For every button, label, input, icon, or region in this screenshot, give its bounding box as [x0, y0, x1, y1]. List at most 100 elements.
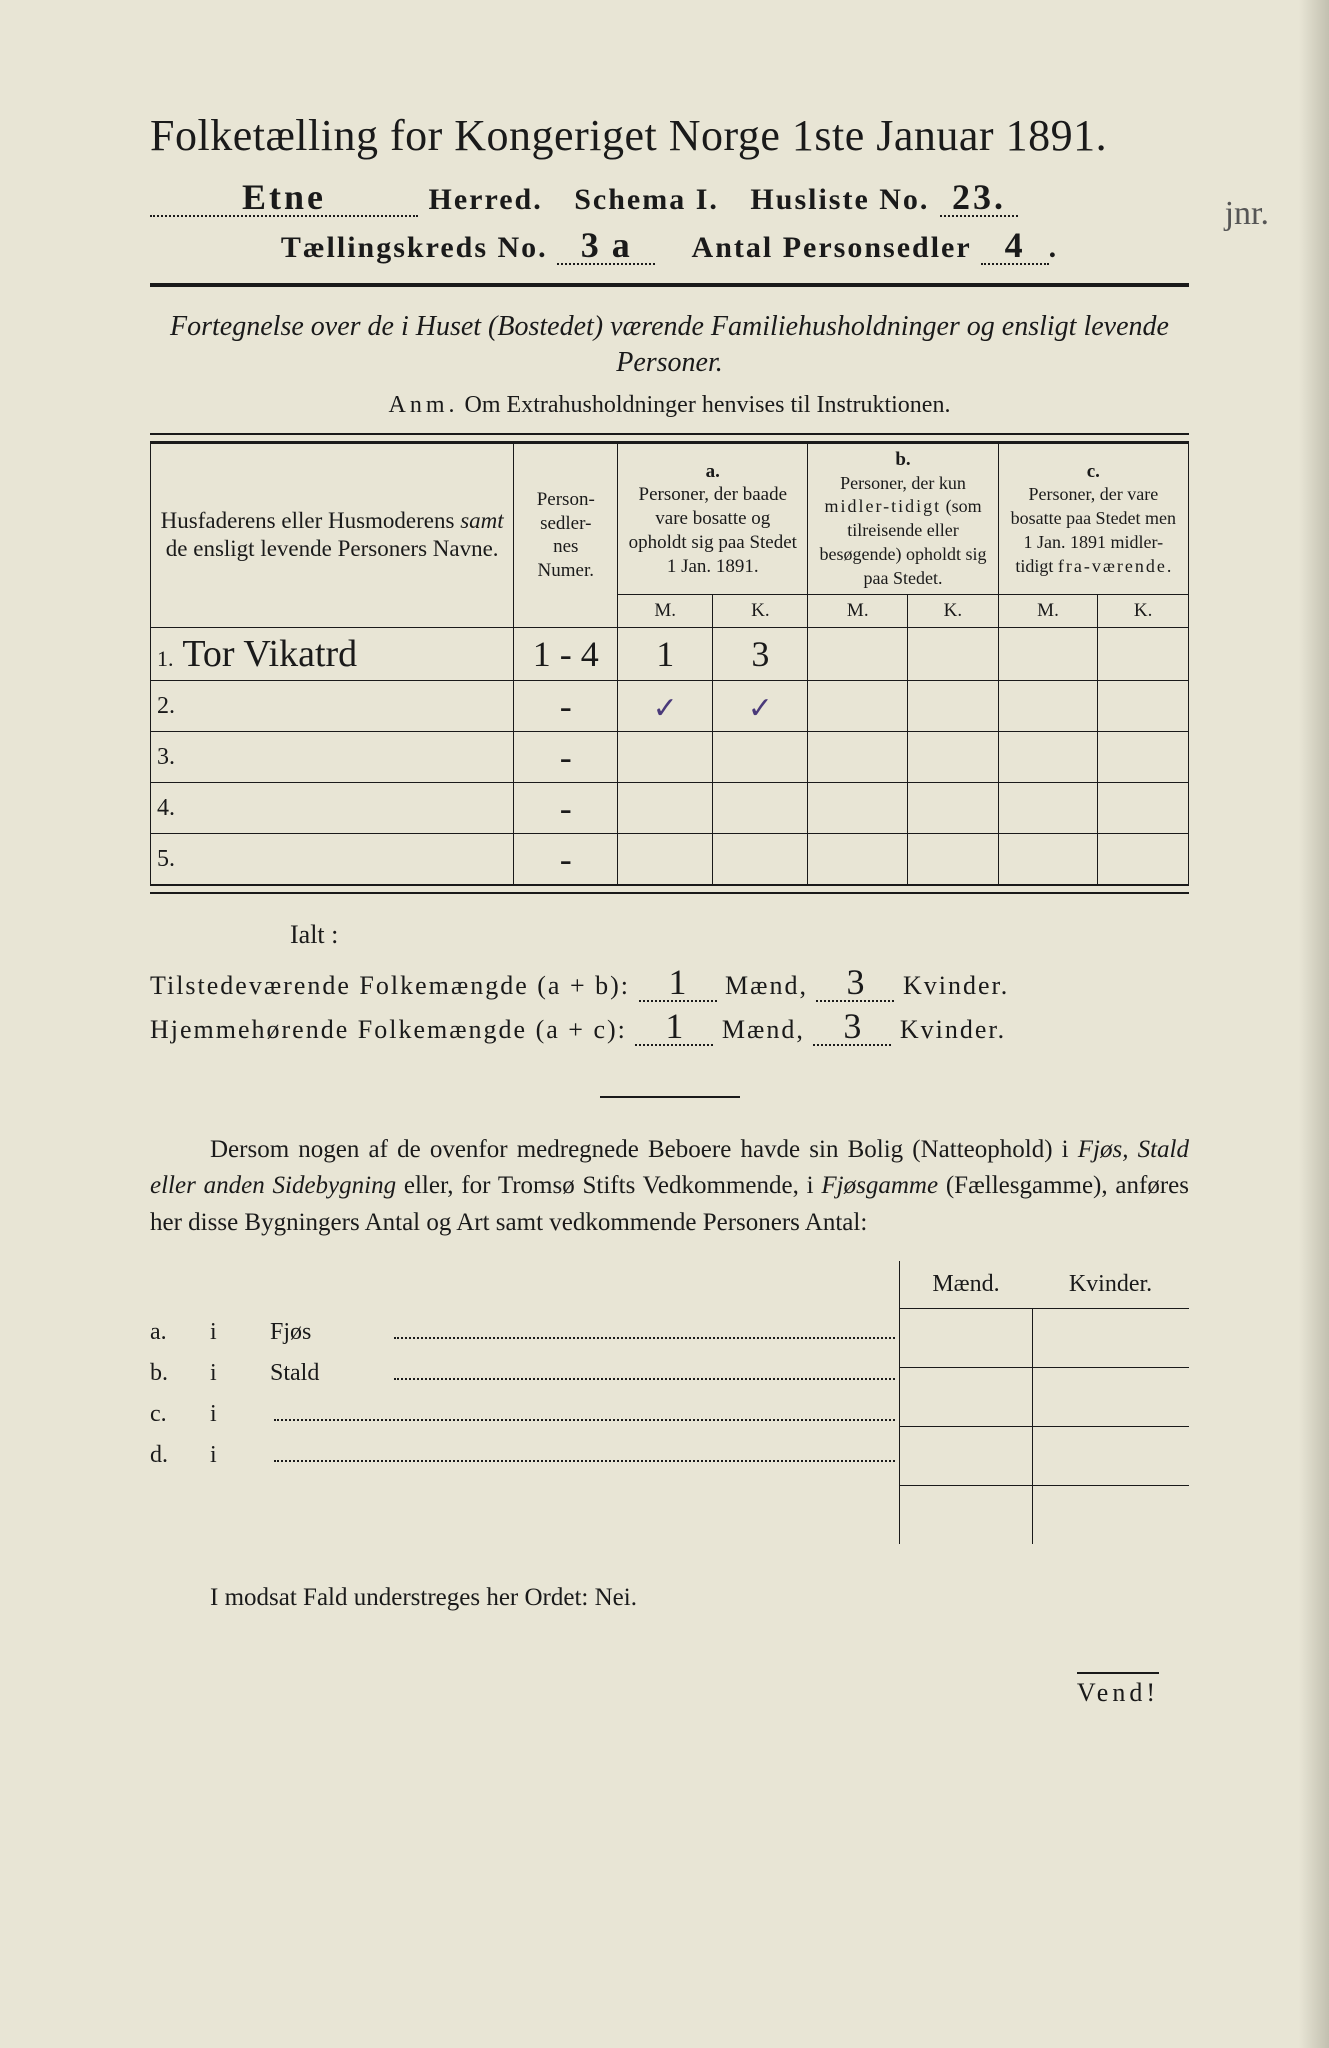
resident-population-line: Hjemmehørende Folkemængde (a + c): 1 Mæn…: [150, 1008, 1189, 1046]
row4-bk: [908, 783, 999, 834]
col-numer: Person-sedler-nesNumer.: [514, 443, 618, 627]
mk-cell: [1032, 1308, 1189, 1367]
row2-numer: -: [514, 681, 618, 732]
dotted-line: [274, 1395, 895, 1421]
row1-numer: 1 - 4: [514, 628, 618, 681]
pop1-label: Tilstedeværende Folkemængde (a + b):: [150, 971, 630, 1000]
row2-am: ✓: [653, 692, 678, 725]
antal-label: Antal Personsedler: [692, 231, 972, 264]
schema-label: Schema I.: [574, 183, 719, 216]
row5-ak: [713, 834, 808, 885]
mk-cell: [900, 1308, 1033, 1367]
husliste-label: Husliste No.: [750, 183, 929, 216]
row3-ak: [713, 732, 808, 783]
mk-table: Mænd. Kvinder.: [899, 1261, 1189, 1544]
divider: [150, 283, 1189, 287]
pop1-k: 3: [816, 964, 894, 1002]
outb-c-i: i: [210, 1401, 270, 1428]
dotted-line: [394, 1354, 895, 1380]
row4-num: 4.: [151, 783, 514, 834]
header-line-herred: Etne Herred. Schema I. Husliste No. 23.: [150, 179, 1189, 217]
households-table: Husfaderens eller Husmoderens samt de en…: [150, 443, 1189, 884]
mk-cell: [900, 1485, 1033, 1544]
kvinder-label-2: Kvinder.: [900, 1015, 1006, 1044]
table-row: 2. - ✓ ✓: [151, 681, 1189, 732]
col-c-label: c.: [1087, 461, 1100, 482]
table-row: 5. -: [151, 834, 1189, 885]
outb-row-b: b. i Stald: [150, 1354, 899, 1387]
row3-num: 3.: [151, 732, 514, 783]
row1-ck: [1098, 628, 1189, 681]
outbuildings-counts: Mænd. Kvinder.: [899, 1261, 1189, 1544]
kreds-label: Tællingskreds No.: [281, 231, 548, 264]
row1-bm: [808, 628, 908, 681]
row2-ck: [1098, 681, 1189, 732]
col-b: b. Personer, der kun midler-tidigt (som …: [808, 443, 998, 595]
double-rule-2: [150, 884, 1189, 894]
outbuildings-paragraph: Dersom nogen af de ovenfor medregnede Be…: [150, 1132, 1189, 1241]
outb-row-a: a. i Fjøs: [150, 1313, 899, 1346]
col-a-m: M.: [618, 595, 713, 628]
row2-num: 2.: [151, 681, 514, 732]
subtitle: Fortegnelse over de i Huset (Bostedet) v…: [170, 309, 1169, 382]
table-row: 4. -: [151, 783, 1189, 834]
row1-cm: [998, 628, 1098, 681]
row1-am: 1: [618, 628, 713, 681]
herred-label: Herred.: [429, 183, 543, 216]
outb-b-cat: Stald: [270, 1360, 390, 1387]
row5-bm: [808, 834, 908, 885]
col-names: Husfaderens eller Husmoderens samt de en…: [151, 443, 514, 627]
pop1-m: 1: [639, 964, 717, 1002]
row2-bm: [808, 681, 908, 732]
side-annotation: jnr.: [1225, 195, 1269, 233]
section-divider: [600, 1096, 740, 1098]
outb-c-label: c.: [150, 1401, 210, 1428]
col-b-label: b.: [895, 449, 910, 470]
maend-label: Mænd,: [725, 971, 808, 1000]
row1-ak: 3: [713, 628, 808, 681]
pop2-m: 1: [635, 1008, 713, 1046]
outb-row-d: d. i: [150, 1436, 899, 1469]
row3-bk: [908, 732, 999, 783]
outb-a-label: a.: [150, 1319, 210, 1346]
outb-b-label: b.: [150, 1360, 210, 1387]
col-b-k: K.: [908, 595, 999, 628]
outb-a-cat: Fjøs: [270, 1319, 390, 1346]
kreds-no: 3 a: [557, 227, 655, 265]
row5-am: [618, 834, 713, 885]
antal-value: 4: [981, 227, 1049, 265]
census-form-page: Folketælling for Kongeriget Norge 1ste J…: [0, 0, 1329, 2048]
ialt-label: Ialt :: [290, 920, 1189, 950]
row4-numer: -: [514, 783, 618, 834]
row1-bk: [908, 628, 999, 681]
table-body: 1. Tor Vikatrd 1 - 4 1 3 2. - ✓ ✓ 3.: [151, 628, 1189, 885]
row3-ck: [1098, 732, 1189, 783]
row1-name: Tor Vikatrd: [182, 633, 357, 675]
present-population-line: Tilstedeværende Folkemængde (a + b): 1 M…: [150, 964, 1189, 1002]
row4-ak: [713, 783, 808, 834]
row5-ck: [1098, 834, 1189, 885]
outb-d-i: i: [210, 1442, 270, 1469]
row2-cm: [998, 681, 1098, 732]
col-c-k: K.: [1098, 595, 1189, 628]
row4-am: [618, 783, 713, 834]
row4-ck: [1098, 783, 1189, 834]
row2-bk: [908, 681, 999, 732]
husliste-no: 23.: [940, 179, 1018, 217]
col-a-k: K.: [713, 595, 808, 628]
table-row: 3. -: [151, 732, 1189, 783]
dotted-line: [394, 1313, 895, 1339]
anm-label: Anm.: [389, 392, 459, 418]
row4-bm: [808, 783, 908, 834]
col-c-m: M.: [998, 595, 1098, 628]
outb-row-c: c. i: [150, 1395, 899, 1428]
dotted-line: [274, 1436, 895, 1462]
mk-cell: [1032, 1367, 1189, 1426]
pop2-k: 3: [813, 1008, 891, 1046]
col-a-label: a.: [706, 461, 720, 482]
row3-am: [618, 732, 713, 783]
anm-text: Om Extrahusholdninger henvises til Instr…: [465, 392, 951, 418]
outb-b-i: i: [210, 1360, 270, 1387]
turn-over-label: Vend!: [1077, 1672, 1159, 1708]
col-a: a. Personer, der baade vare bosatte og o…: [618, 443, 808, 595]
